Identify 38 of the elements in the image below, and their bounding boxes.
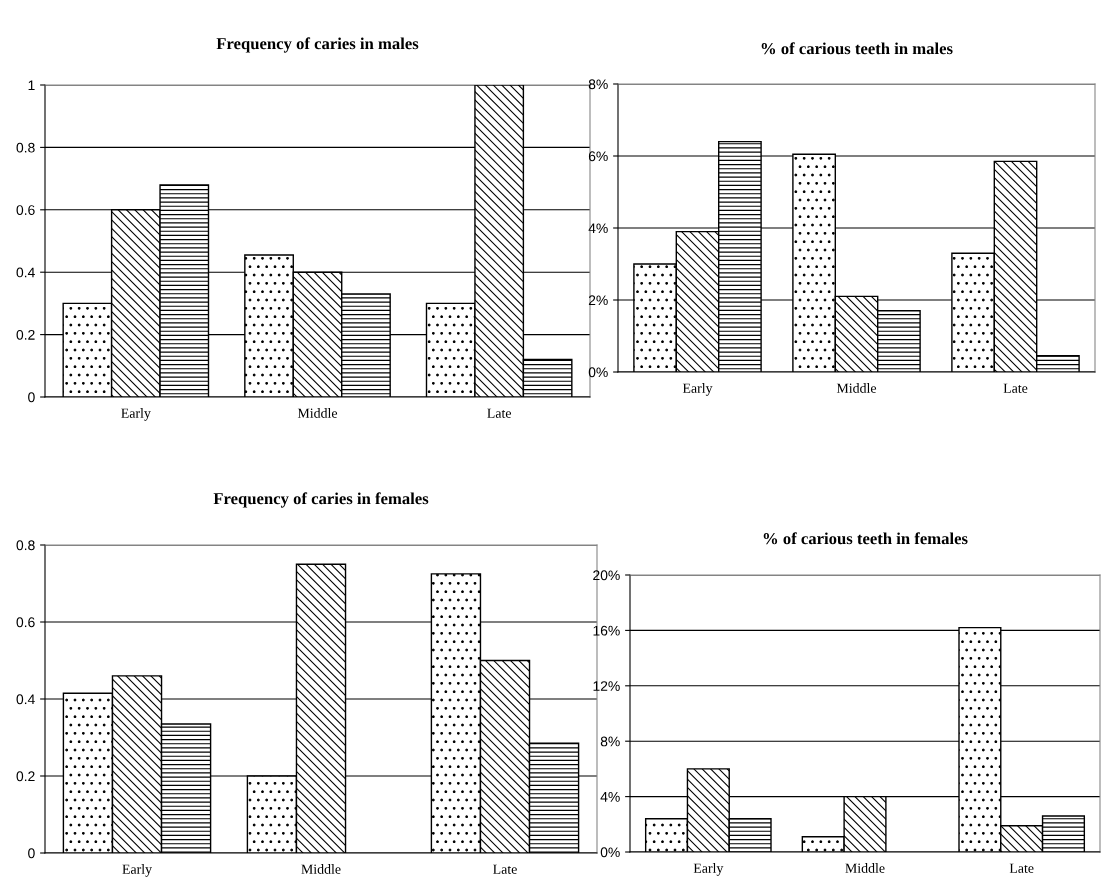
chart-title: Frequency of caries in females [213,492,429,508]
x-tick-label: Late [1003,383,1028,393]
x-tick-label: Early [682,383,713,396]
y-tick-label: 20% [593,570,620,581]
y-tick-label: 0.8 [16,142,35,153]
y-tick-label: 4% [588,223,608,234]
x-tick-label: Middle [836,383,877,393]
y-tick-label: 0 [28,392,35,403]
x-tick-label: Early [121,408,151,421]
x-tick-label: Late [1009,863,1034,873]
x-tick-label: Middle [297,408,338,418]
y-tick-label: 0.4 [16,267,35,278]
x-tick-label: Middle [845,863,885,873]
y-tick-label: 0% [600,847,620,858]
chart-title: Frequency of caries in males [216,37,419,53]
x-tick-label: Late [493,864,517,874]
x-tick-label: Early [693,863,724,876]
y-tick-label: 0.8 [16,540,35,551]
y-tick-label: 1 [28,80,35,91]
y-tick-label: 0.4 [16,694,35,705]
y-tick-label: 12% [593,681,620,691]
y-tick-label: 2% [588,295,608,306]
y-tick-label: 0.6 [16,617,35,628]
y-tick-label: 0.6 [16,205,35,215]
y-tick-label: 0 [28,848,35,859]
chart-title: % of carious teeth in males [761,42,953,55]
y-tick-label: 6% [588,151,608,162]
y-tick-label: 16% [593,625,620,636]
y-tick-label: 8% [588,79,608,90]
y-tick-label: 0% [588,367,608,378]
y-tick-label: 8% [600,736,620,747]
x-tick-label: Early [122,864,152,877]
chart-title: % of carious teeth in females [763,532,968,545]
y-tick-label: 0.2 [16,329,35,340]
x-tick-label: Middle [301,864,341,874]
x-tick-label: Late [487,408,512,418]
y-tick-label: 0.2 [16,771,35,782]
y-tick-label: 4% [600,791,620,802]
